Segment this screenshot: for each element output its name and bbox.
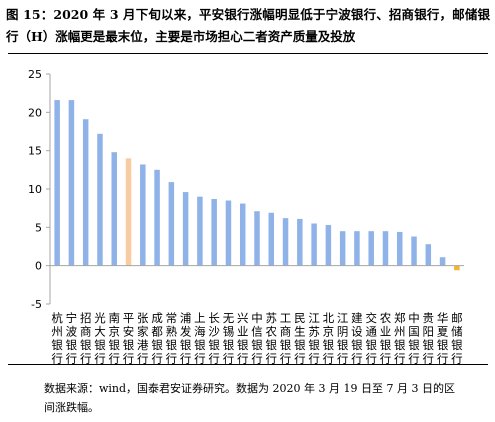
category-label: 江苏银行: [308, 311, 320, 366]
category-label: 邮储银行: [451, 311, 463, 366]
bar: [325, 225, 332, 266]
category-label: 中国银行: [408, 311, 420, 366]
bar: [168, 182, 175, 266]
bar: [439, 257, 446, 266]
category-label: 北京银行: [323, 311, 335, 366]
bar: [382, 231, 389, 266]
bar: [354, 231, 360, 266]
bar: [82, 119, 89, 266]
category-label: 苏农银行: [266, 311, 278, 366]
category-label: 建设银行: [351, 311, 363, 366]
bar: [54, 100, 60, 266]
bar: [297, 218, 303, 266]
category-label: 招商银行: [80, 311, 92, 366]
bar: [339, 231, 346, 266]
bar: [68, 100, 75, 266]
category-labels: 杭州银行宁波银行招商银行光大银行南京银行平安银行张家港行成都银行常熟银行浦发银行…: [51, 311, 463, 366]
y-tick-label: 20: [28, 106, 42, 119]
bar: [154, 169, 160, 266]
bottom-divider: [8, 364, 488, 365]
category-label: 成都银行: [151, 311, 163, 366]
y-tick-label: 25: [28, 68, 42, 81]
category-label: 农业银行: [380, 311, 392, 366]
source-note: 数据来源：wind，国泰君安证券研究。数据为 2020 年 3 月 19 日至 …: [44, 382, 456, 414]
bar: [225, 200, 232, 266]
chart-title: 图 15：2020 年 3 月下旬以来，平安银行涨幅明显低于宁波银行、招商银行，…: [6, 7, 490, 44]
bar: [125, 158, 132, 266]
category-label: 南京银行: [108, 311, 120, 366]
y-tick-label: -5: [31, 298, 42, 311]
category-label: 浦发银行: [180, 311, 192, 366]
bar: [397, 231, 403, 266]
bar: [268, 212, 275, 266]
bar: [454, 265, 460, 271]
category-label: 兴业银行: [237, 311, 249, 366]
y-tick-label: 5: [35, 221, 42, 234]
category-label: 无锡银行: [223, 311, 235, 366]
y-tick-label: 10: [28, 183, 42, 196]
category-label: 交通银行: [365, 311, 377, 366]
bar: [411, 236, 417, 266]
y-axis: -5 0 5 10 15 20 25: [28, 68, 51, 311]
category-label: 光大银行: [94, 311, 106, 366]
bar: [197, 196, 203, 266]
bar: [211, 198, 217, 266]
category-label: 工商银行: [280, 311, 292, 366]
bar: [425, 244, 432, 266]
bar: [239, 203, 246, 266]
category-label: 宁波银行: [66, 311, 78, 366]
category-label: 华夏银行: [437, 311, 449, 366]
category-label: 上海银行: [194, 311, 206, 366]
bar: [182, 192, 189, 266]
bar: [282, 218, 289, 266]
category-label: 平安银行: [123, 311, 135, 366]
bar: [97, 133, 103, 266]
category-label: 江阴银行: [337, 311, 349, 366]
category-label: 民生银行: [294, 311, 306, 366]
category-label: 中信银行: [251, 311, 263, 366]
category-label: 常熟银行: [166, 311, 178, 366]
bar: [140, 164, 146, 266]
bars: [54, 100, 460, 271]
y-tick-label: 0: [35, 260, 42, 273]
category-label: 杭州银行: [51, 311, 63, 366]
bar: [254, 211, 260, 266]
bar: [111, 152, 117, 266]
bar: [311, 223, 317, 266]
category-label: 张家港行: [137, 311, 149, 366]
y-tick-label: 15: [28, 145, 42, 158]
category-label: 贵阳银行: [423, 311, 435, 366]
top-divider: [8, 53, 488, 54]
category-label: 郑州银行: [394, 311, 406, 366]
category-label: 长沙银行: [208, 311, 220, 366]
bar: [368, 231, 374, 266]
